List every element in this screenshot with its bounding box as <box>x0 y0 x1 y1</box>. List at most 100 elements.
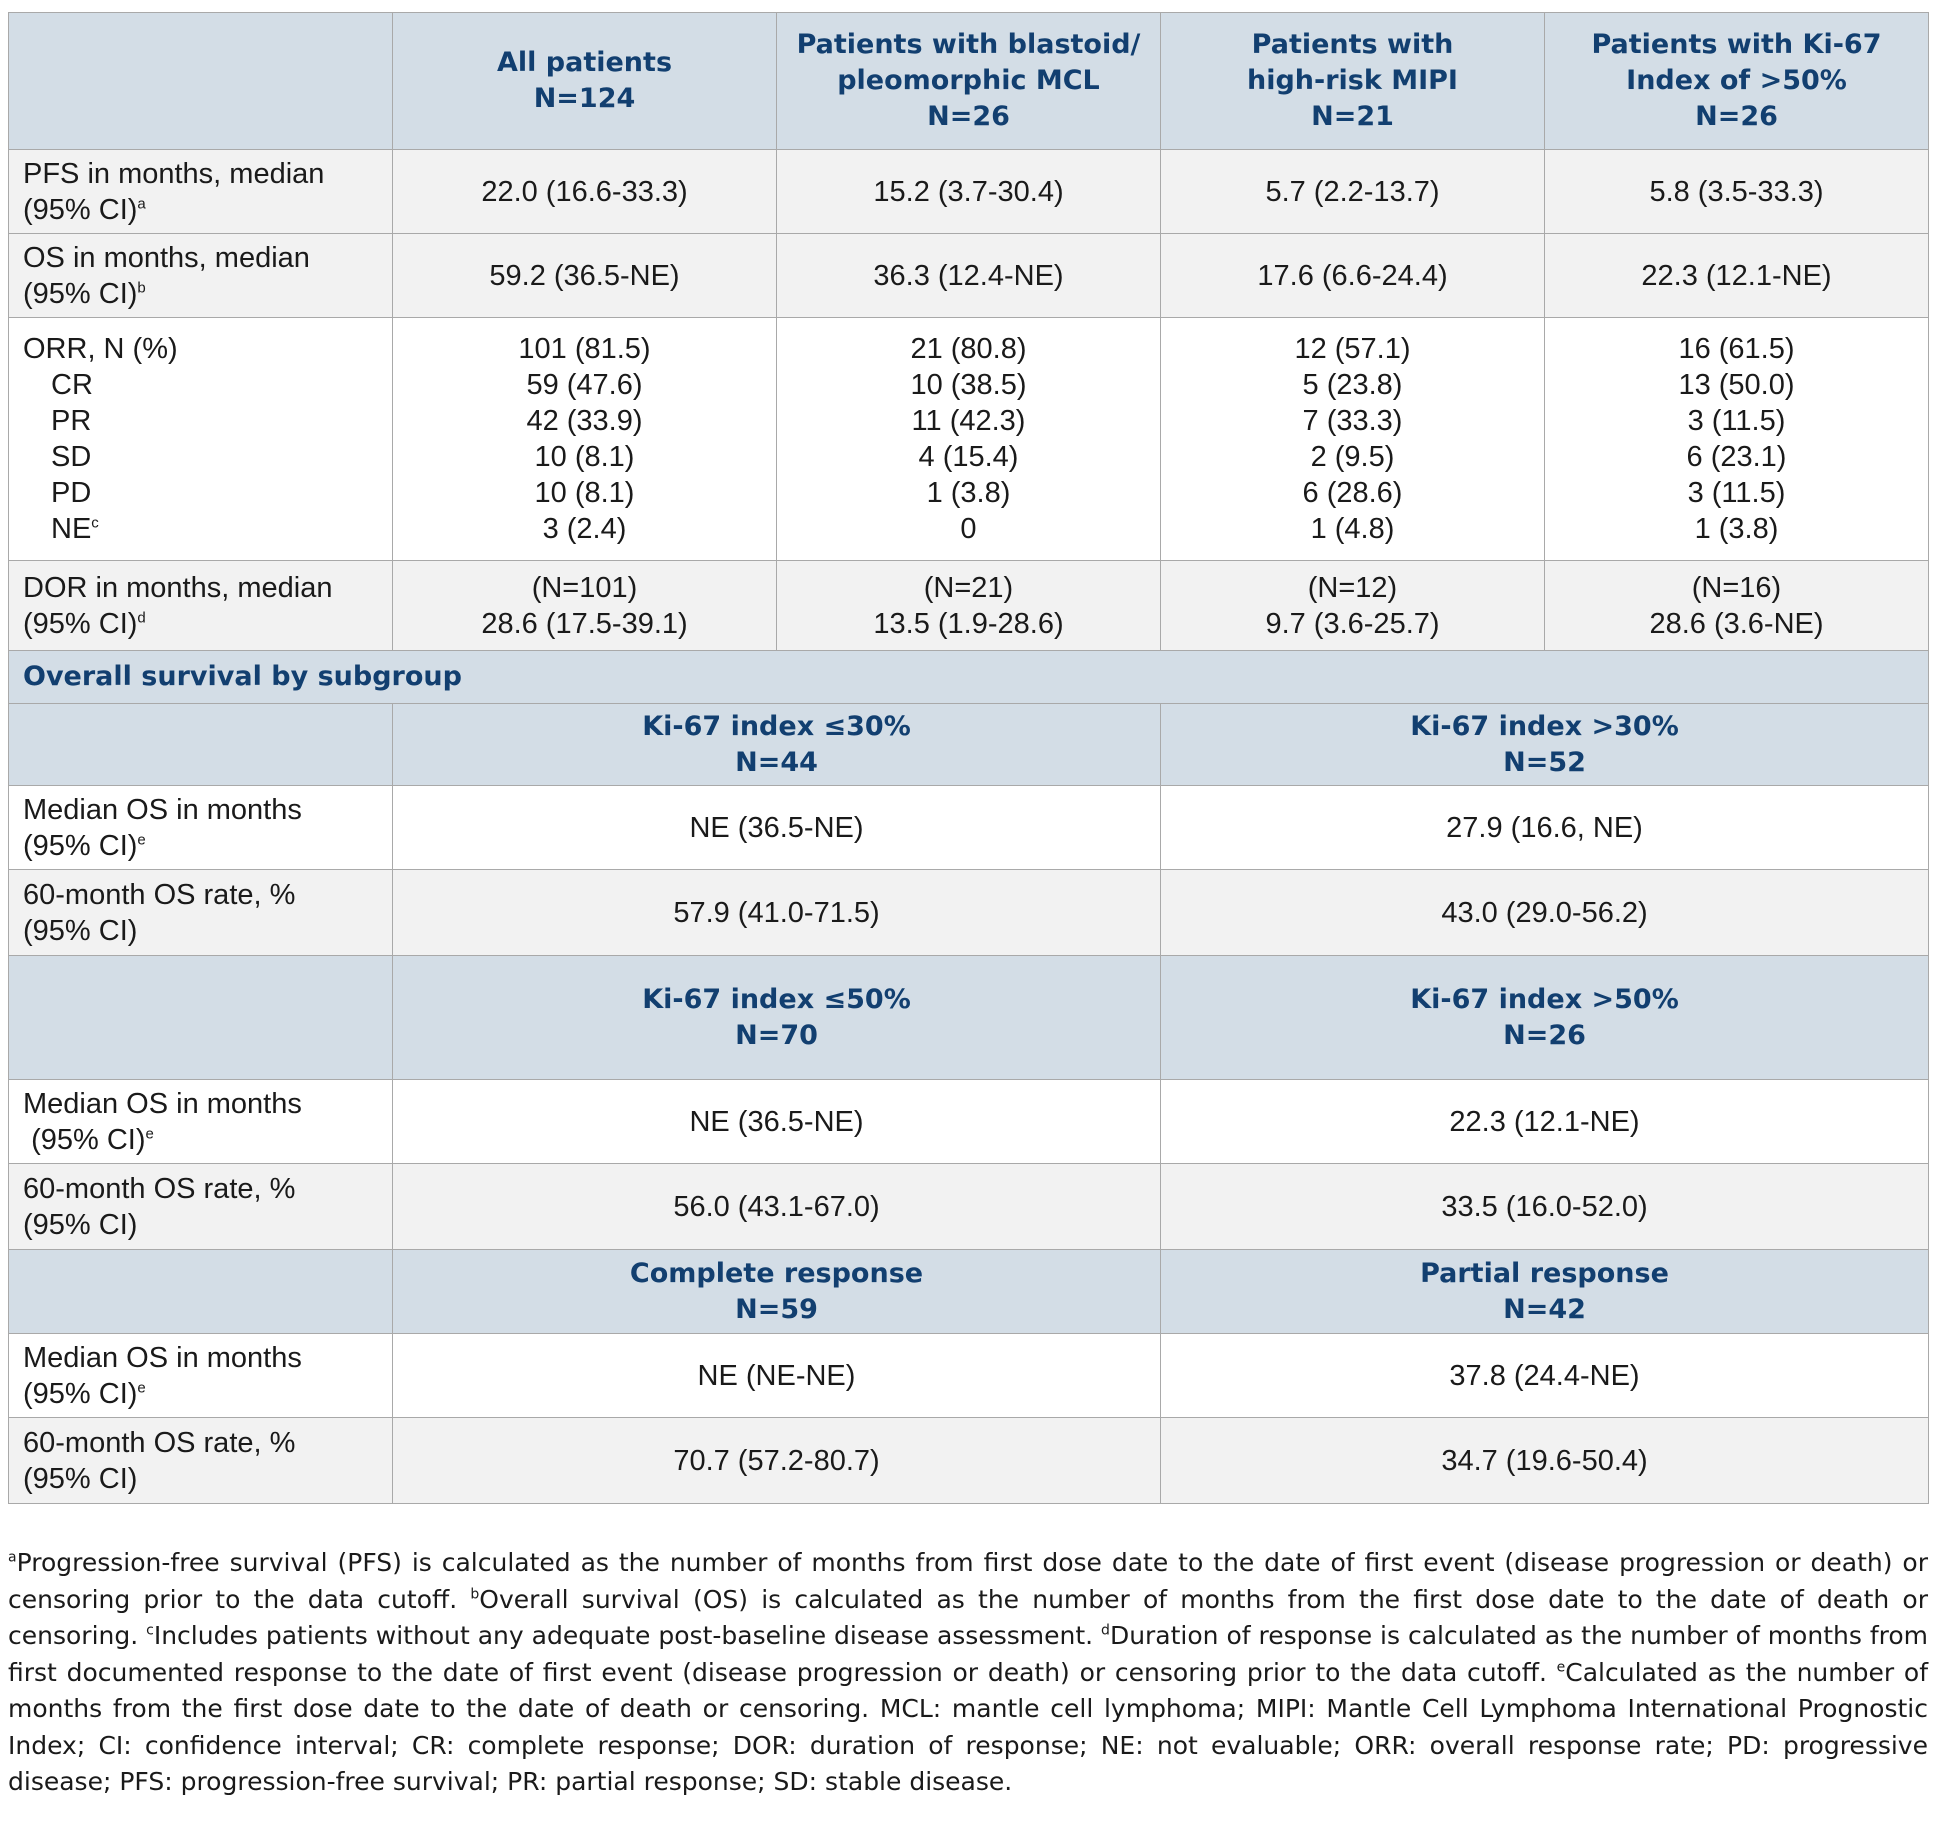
cell-text: 10 (38.5) <box>910 369 1027 401</box>
os-rate-value: 43.0 (29.0-56.2) <box>1160 869 1929 956</box>
footnote-marker: a <box>137 194 146 212</box>
footnote-marker: a <box>8 1549 17 1566</box>
cell-text: 12 (57.1) <box>1294 333 1411 365</box>
cell-text: Ki-67 index >30% <box>1410 710 1679 742</box>
results-table-container: All patients N=124 Patients with blastoi… <box>8 12 1929 1504</box>
pfs-value: 15.2 (3.7-30.4) <box>776 149 1161 234</box>
os-rate-label: 60-month OS rate, % (95% CI) <box>8 869 393 956</box>
os-row: OS in months, median (95% CI)b 59.2 (36.… <box>8 233 1929 318</box>
cell-text: N=70 <box>735 1019 818 1051</box>
os-value: 22.3 (12.1-NE) <box>1544 233 1929 318</box>
dor-value: (N=12) 9.7 (3.6-25.7) <box>1160 560 1545 651</box>
cell-text: Ki-67 index >50% <box>1410 983 1679 1015</box>
header-blank-cell <box>8 955 393 1080</box>
median-os-row: Median OS in months (95% CI)e NE (36.5-N… <box>8 1079 1929 1164</box>
cell-text: (95% CI) <box>23 277 138 310</box>
dor-row: DOR in months, median (95% CI)d (N=101) 2… <box>8 560 1929 651</box>
cell-text: 6 (23.1) <box>1686 441 1787 473</box>
cell-text: 3 (11.5) <box>1687 405 1786 437</box>
cell-text: (95% CI) <box>31 1123 146 1156</box>
cell-text: (95% CI) <box>23 193 138 226</box>
cell-text: 13 (50.0) <box>1678 369 1795 401</box>
os-value: 17.6 (6.6-24.4) <box>1160 233 1545 318</box>
cell-text: (N=16) <box>1691 571 1782 604</box>
subgroup-left-header: Ki-67 index ≤30% N=44 <box>392 703 1161 786</box>
cell-text: 60-month OS rate, % <box>23 878 296 911</box>
cell-text: Partial response <box>1420 1257 1669 1289</box>
footnote-marker: e <box>1556 1659 1566 1676</box>
cell-text: Ki-67 index ≤50% <box>642 983 911 1015</box>
median-os-label: Median OS in months (95% CI)e <box>8 785 393 870</box>
cell-text: 3 (11.5) <box>1687 477 1786 509</box>
cell-text: 101 (81.5) <box>518 333 651 365</box>
median-os-value: NE (36.5-NE) <box>392 1079 1161 1164</box>
cell-text: (N=101) <box>531 571 638 604</box>
cell-text: 21 (80.8) <box>910 333 1027 365</box>
footnote-marker: d <box>137 608 146 626</box>
os-rate-value: 70.7 (57.2-80.7) <box>392 1417 1161 1504</box>
footnote-text: Duration of response is calculated as th… <box>8 1621 1929 1687</box>
os-rate-value: 34.7 (19.6-50.4) <box>1160 1417 1929 1504</box>
os-rate-row: 60-month OS rate, % (95% CI) 70.7 (57.2-8… <box>8 1417 1929 1504</box>
cell-text: 10 (8.1) <box>534 441 635 473</box>
subgroup-right-header: Ki-67 index >30% N=52 <box>1160 703 1929 786</box>
cell-text: N=59 <box>735 1293 818 1325</box>
median-os-row: Median OS in months (95% CI)e NE (NE-NE) … <box>8 1333 1929 1418</box>
os-rate-row: 60-month OS rate, % (95% CI) 56.0 (43.1-6… <box>8 1163 1929 1250</box>
cell-text: Median OS in months <box>23 1341 302 1374</box>
subgroup-header-row: Ki-67 index ≤30% N=44 Ki-67 index >30% N=5… <box>8 703 1929 786</box>
footnote-marker: c <box>91 514 99 532</box>
cell-text: 16 (61.5) <box>1678 333 1795 365</box>
cell-text: (95% CI) <box>23 914 138 947</box>
orr-values: 12 (57.1) 5 (23.8) 7 (33.3) 2 (9.5) 6 (28.6)… <box>1160 317 1545 561</box>
table-header-row: All patients N=124 Patients with blastoi… <box>8 12 1929 150</box>
header-blank-cell <box>8 12 393 150</box>
footnote-text: Overall survival (OS) is calculated as t… <box>8 1584 1929 1651</box>
cell-text: 6 (28.6) <box>1302 477 1403 509</box>
pfs-row: PFS in months, median (95% CI)a 22.0 (16… <box>8 149 1929 234</box>
cell-text: 60-month OS rate, % <box>23 1426 296 1459</box>
orr-values: 16 (61.5) 13 (50.0) 3 (11.5) 6 (23.1) 3 (11.… <box>1544 317 1929 561</box>
cell-text: 60-month OS rate, % <box>23 1172 296 1205</box>
os-rate-value: 33.5 (16.0-52.0) <box>1160 1163 1929 1250</box>
cell-text: N=52 <box>1503 746 1586 778</box>
pfs-value: 5.7 (2.2-13.7) <box>1160 149 1545 234</box>
cell-text: (95% CI) <box>23 829 138 862</box>
orr-labels: ORR, N (%) CR PR SD PD NEc <box>8 317 393 561</box>
header-ki67-50: Patients with Ki-67 Index of >50% N=26 <box>1544 12 1929 150</box>
header-blank-cell <box>8 1249 393 1334</box>
cell-text: Index of >50% <box>1626 65 1847 96</box>
os-rate-label: 60-month OS rate, % (95% CI) <box>8 1417 393 1504</box>
dor-value: (N=101) 28.6 (17.5-39.1) <box>392 560 777 651</box>
cell-text: N=26 <box>1695 101 1778 132</box>
cell-text: N=44 <box>735 746 818 778</box>
cell-text: 59 (47.6) <box>526 369 643 401</box>
subgroup-right-header: Ki-67 index >50% N=26 <box>1160 955 1929 1080</box>
subgroup-header-row: Complete response N=59 Partial response N=… <box>8 1249 1929 1334</box>
cell-text: N=26 <box>927 101 1010 132</box>
dor-label: DOR in months, median (95% CI)d <box>8 560 393 651</box>
footnote-marker: b <box>137 278 146 296</box>
median-os-label: Median OS in months (95% CI)e <box>8 1333 393 1418</box>
orr-values: 101 (81.5) 59 (47.6) 42 (33.9) 10 (8.1) 10 (… <box>392 317 777 561</box>
footnote-text: Progression-free survival (PFS) is calcu… <box>8 1548 1928 1614</box>
cell-text: N=26 <box>1503 1019 1586 1051</box>
cell-text: Median OS in months <box>23 793 302 826</box>
orr-values: 21 (80.8) 10 (38.5) 11 (42.3) 4 (15.4) 1 (3.… <box>776 317 1161 561</box>
header-high-risk-mipi: Patients with high-risk MIPI N=21 <box>1160 12 1545 150</box>
dor-value: (N=21) 13.5 (1.9-28.6) <box>776 560 1161 651</box>
cell-text: N=21 <box>1311 101 1394 132</box>
footnote-marker: c <box>146 1622 154 1639</box>
cell-text: 42 (33.9) <box>526 405 643 437</box>
cell-text: 4 (15.4) <box>918 441 1019 473</box>
cell-text: (95% CI) <box>23 1377 138 1410</box>
cell-text: CR <box>51 369 93 401</box>
median-os-row: Median OS in months (95% CI)e NE (36.5-NE… <box>8 785 1929 870</box>
footnote-marker: b <box>470 1586 480 1603</box>
cell-text: 10 (8.1) <box>534 477 635 509</box>
cell-text: NE <box>51 513 92 545</box>
cell-text: 2 (9.5) <box>1310 441 1395 473</box>
cell-text: 28.6 (17.5-39.1) <box>481 607 688 640</box>
os-rate-row: 60-month OS rate, % (95% CI) 57.9 (41.0-7… <box>8 869 1929 956</box>
cell-text: PD <box>51 477 92 509</box>
